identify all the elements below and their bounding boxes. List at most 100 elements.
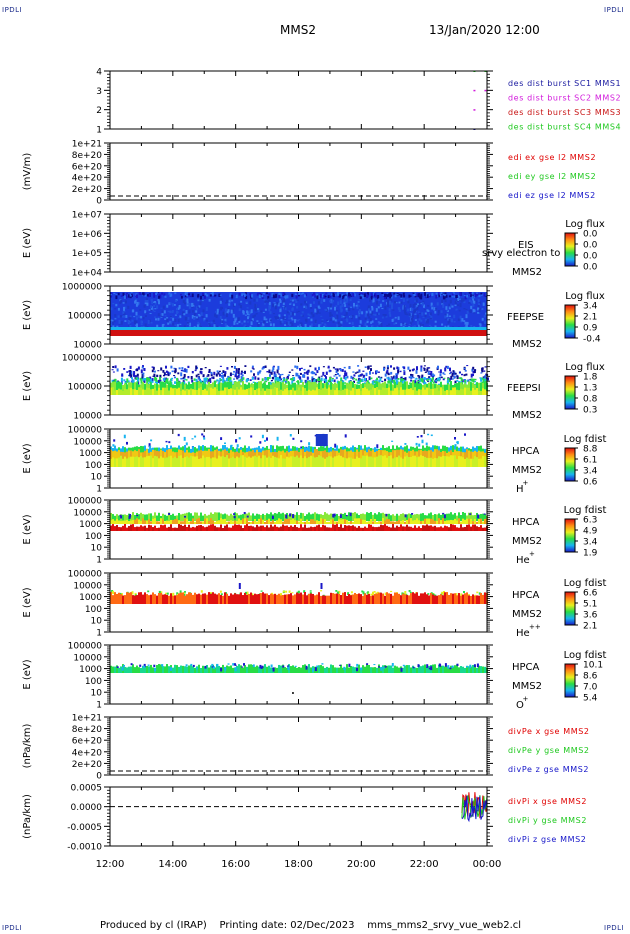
spectrogram-cell [396, 513, 398, 521]
spectrogram-cell [256, 449, 258, 459]
spectrogram-cell [200, 512, 202, 521]
spectrogram-cell [118, 520, 120, 524]
spectrogram-speckle [314, 367, 317, 371]
spectrogram-speckle [150, 378, 153, 381]
feepse-top-speckle [110, 292, 488, 300]
spectrogram-speckle [174, 368, 177, 373]
spectrogram-speckle [359, 374, 362, 376]
colorbar-tick-label: 2.1 [583, 622, 597, 632]
spectrogram-cell [118, 667, 120, 673]
spectrogram-speckle [115, 303, 118, 307]
spectrogram-speckle [157, 317, 160, 321]
spectrogram-speckle [358, 316, 361, 320]
spectrogram-speckle [327, 365, 330, 369]
spectrogram-speckle [329, 295, 332, 298]
spectrogram-cell [270, 512, 272, 521]
spectrogram-speckle [387, 372, 390, 376]
spectrogram-cell [176, 447, 178, 453]
spectrogram-speckle [213, 371, 216, 376]
spectrogram-cell [442, 665, 444, 673]
spectrogram-speckle [238, 303, 241, 306]
spectrogram-cell [354, 383, 356, 391]
spectrogram-cell [264, 383, 266, 391]
spectrogram-cell [432, 664, 434, 673]
spectrogram-speckle [434, 325, 437, 329]
spectrogram-speckle [334, 443, 337, 448]
spectrogram-cell [252, 387, 254, 395]
spectrogram-speckle [315, 379, 318, 383]
spectrogram-cell [382, 456, 384, 467]
spectrogram-cell [120, 521, 122, 524]
spectrogram-speckle [332, 366, 335, 369]
spectrogram-cell [132, 382, 134, 391]
spectrogram-cell [370, 450, 372, 459]
spectrogram-speckle [222, 378, 225, 383]
spectrogram-cell [468, 595, 470, 604]
spectrogram-speckle [145, 312, 148, 314]
spectrogram-cell [262, 383, 264, 391]
spectrogram-speckle [389, 298, 392, 301]
spectrogram-cell [196, 594, 198, 604]
spectrogram-speckle [261, 295, 264, 298]
spectrogram-cell [214, 512, 216, 521]
spectrogram-speckle [483, 377, 486, 380]
spectrogram-speckle [361, 590, 364, 593]
spectrogram-speckle [221, 320, 224, 324]
spectrogram-cell [446, 452, 448, 459]
spectrogram-cell [282, 445, 284, 453]
spectrogram-cell [234, 520, 236, 524]
spectrogram-cell [122, 446, 124, 453]
spectrogram-cell [110, 512, 112, 521]
spectrogram-cell [334, 456, 336, 467]
spectrogram-speckle [385, 316, 388, 318]
spectrogram-speckle [224, 323, 227, 327]
spectrogram-cell [450, 450, 452, 459]
spectrogram-cell [362, 383, 364, 391]
spectrogram-speckle [269, 311, 272, 315]
spectrogram-cell [174, 452, 176, 459]
spectrogram-speckle [168, 512, 171, 515]
spectrogram-cell [284, 594, 286, 604]
spectrogram-speckle [185, 310, 188, 314]
spectrogram-speckle [303, 368, 306, 371]
y-axis-label: E (eV) [22, 300, 33, 330]
spectrogram-speckle [390, 294, 392, 297]
spectrogram-cell [202, 389, 204, 395]
spectrogram-speckle [331, 314, 333, 316]
spectrogram-cell [358, 457, 360, 467]
spectrogram-speckle [320, 380, 322, 382]
spectrogram-cell [192, 446, 194, 453]
colorbar-tick-label: 4.9 [583, 527, 598, 537]
spectrogram-cell [400, 457, 402, 467]
spectrogram-cell [304, 521, 306, 524]
spectrogram-speckle [388, 323, 391, 326]
spectrogram-cell [164, 382, 166, 391]
spectrogram-cell [398, 526, 400, 531]
spectrogram-speckle [220, 298, 223, 300]
spectrogram-cell [286, 518, 288, 524]
spectrogram-cell [456, 515, 458, 521]
spectrogram-speckle [478, 294, 481, 298]
spectrogram-speckle [241, 293, 244, 297]
spectrogram-cell [348, 521, 350, 524]
spectrogram-cell [260, 448, 262, 453]
spectrogram-cell [390, 665, 392, 673]
colorbar [564, 304, 576, 339]
spectrogram-cell [272, 526, 274, 531]
spectrogram-speckle [132, 309, 135, 312]
spectrogram-cell [164, 514, 166, 521]
spectrogram-cell [144, 525, 146, 531]
spectrogram-cell [112, 519, 114, 524]
spectrogram-cell [144, 592, 146, 604]
spectrogram-speckle [427, 377, 430, 379]
spectrogram-speckle [453, 314, 456, 319]
spectrogram-speckle [281, 373, 284, 376]
spectrogram-cell [252, 526, 254, 531]
spectrogram-cell [352, 445, 354, 453]
spectrogram-cell [260, 390, 262, 395]
spectrogram-cell [382, 445, 384, 453]
spectrogram-speckle [120, 377, 123, 382]
spectrogram-speckle [391, 305, 393, 310]
spectrogram-cell [246, 666, 248, 673]
spectrogram-cell [336, 524, 338, 531]
